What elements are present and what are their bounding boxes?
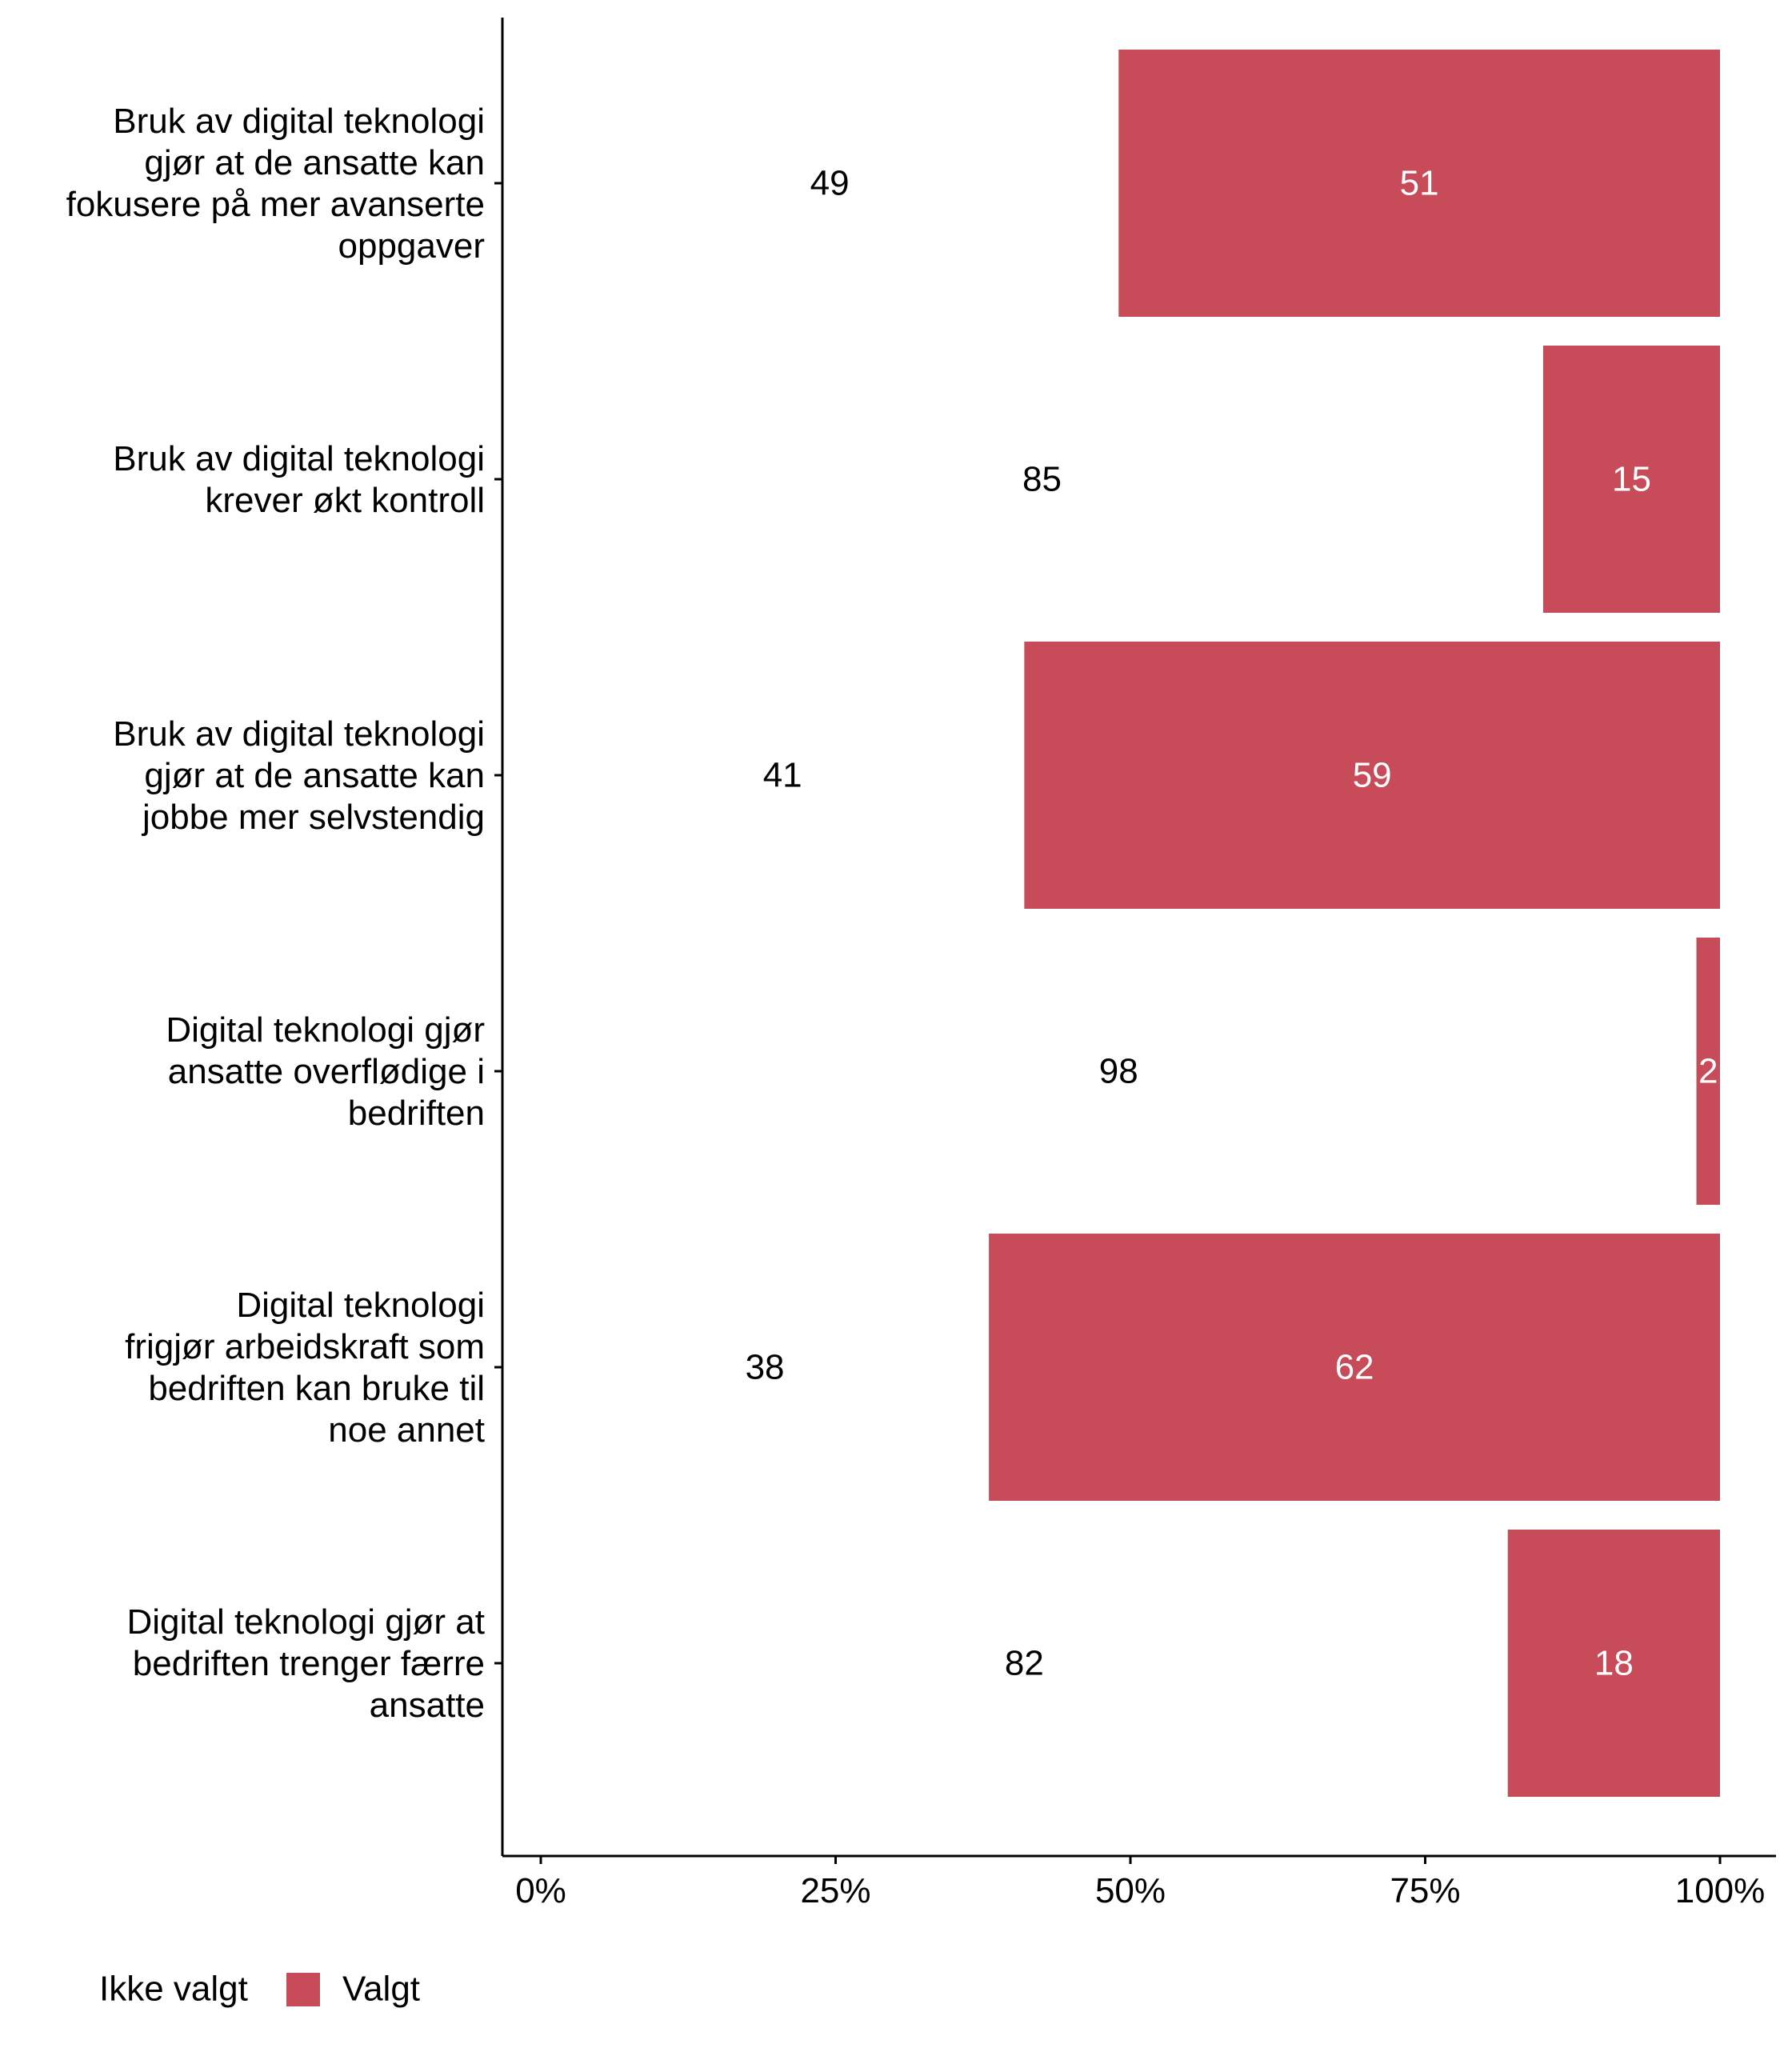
bar-valgt-5 [1507, 1530, 1720, 1797]
bar-valgt-3 [1696, 938, 1720, 1205]
category-label-line: bedriften [348, 1094, 485, 1133]
bar-ikke-valgt-3 [541, 938, 1697, 1205]
category-label-4: Digital teknologi frigjør arbeidskraft so… [125, 1286, 485, 1450]
data-label-valgt-1: 15 [1612, 460, 1651, 499]
category-label-line: bedriften kan bruke til [148, 1369, 485, 1408]
data-label-valgt-4: 62 [1335, 1348, 1374, 1387]
data-label-valgt-5: 18 [1594, 1644, 1634, 1683]
category-label-line: ansatte overflødige i [168, 1052, 485, 1091]
data-label-ikke-valgt-3: 98 [1099, 1052, 1138, 1091]
category-label-2: Bruk av digital teknologi gjør at de ansa… [113, 714, 485, 837]
bar-ikke-valgt-0 [541, 50, 1119, 317]
category-label-3: Digital teknologi gjør ansatte overflødig… [166, 1010, 485, 1133]
x-tick-label: 50% [1095, 1871, 1166, 1910]
data-label-ikke-valgt-2: 41 [763, 756, 802, 795]
bar-valgt-0 [1118, 50, 1720, 317]
data-label-valgt-0: 51 [1400, 164, 1439, 203]
labels-layer: 49 51 85 15 41 59 98 2 38 62 82 18 [746, 164, 1718, 1683]
category-label-line: Bruk av digital teknologi [113, 439, 485, 478]
bars-layer [541, 50, 1720, 1797]
category-label-line: fokusere på mer avanserte [66, 185, 485, 224]
legend-label-valgt: Valgt [342, 1970, 420, 2009]
data-label-ikke-valgt-1: 85 [1022, 460, 1062, 499]
bar-ikke-valgt-4 [541, 1234, 990, 1501]
data-label-valgt-3: 2 [1698, 1052, 1718, 1091]
bar-valgt-4 [989, 1234, 1720, 1501]
category-label-line: bedriften trenger færre [133, 1644, 485, 1683]
bar-ikke-valgt-1 [541, 346, 1543, 613]
category-label-5: Digital teknologi gjør at bedriften treng… [126, 1602, 485, 1725]
data-label-ikke-valgt-0: 49 [810, 164, 850, 203]
data-label-ikke-valgt-4: 38 [746, 1348, 785, 1387]
category-label-1: Bruk av digital teknologi krever økt kont… [113, 439, 485, 520]
category-label-line: Digital teknologi gjør at [126, 1602, 485, 1642]
axes-layer: Bruk av digital teknologi gjør at de ansa… [66, 18, 1776, 1910]
bar-ikke-valgt-5 [541, 1530, 1508, 1797]
legend-swatch-valgt [286, 1973, 320, 2006]
bar-valgt-1 [1542, 346, 1720, 613]
category-label-line: Bruk av digital teknologi [113, 102, 485, 141]
category-label-line: ansatte [370, 1686, 485, 1725]
x-tick-label: 0% [515, 1871, 566, 1910]
category-label-line: krever økt kontroll [205, 481, 485, 520]
data-label-valgt-2: 59 [1353, 756, 1392, 795]
category-label-line: Bruk av digital teknologi [113, 714, 485, 754]
category-label-line: gjør at de ansatte kan [144, 143, 485, 182]
x-tick-label: 25% [800, 1871, 870, 1910]
category-label-0: Bruk av digital teknologi gjør at de ansa… [66, 102, 485, 266]
category-label-line: jobbe mer selvstendig [141, 798, 485, 837]
legend: Ikke valgt Valgt [99, 1970, 420, 2009]
data-label-ikke-valgt-5: 82 [1005, 1644, 1044, 1683]
bar-valgt-2 [1024, 642, 1720, 909]
category-label-line: oppgaver [338, 226, 485, 266]
x-tick-label: 100% [1675, 1871, 1766, 1910]
category-label-line: noe annet [328, 1410, 485, 1450]
category-label-line: gjør at de ansatte kan [144, 756, 485, 795]
x-tick-label: 75% [1390, 1871, 1460, 1910]
category-label-line: Digital teknologi gjør [166, 1010, 485, 1050]
legend-label-ikke-valgt: Ikke valgt [99, 1970, 248, 2009]
category-label-line: Digital teknologi [236, 1286, 485, 1325]
bar-ikke-valgt-2 [541, 642, 1025, 909]
category-label-line: frigjør arbeidskraft som [125, 1327, 485, 1366]
